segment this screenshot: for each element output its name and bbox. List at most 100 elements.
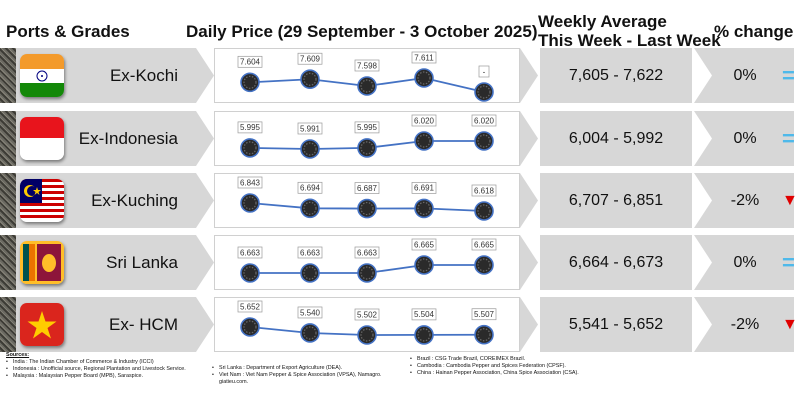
data-label: 6.687 <box>357 184 378 193</box>
data-label-box <box>354 308 380 321</box>
sources-column-2: Sri Lanka : Department of Export Agricul… <box>212 365 402 386</box>
equal-icon: = <box>782 126 795 151</box>
down-triangle-icon: ▼ <box>782 192 798 209</box>
percent-change: -2% <box>730 316 760 333</box>
data-point-texture <box>477 85 491 99</box>
data-label-box <box>297 306 323 319</box>
data-point-texture <box>360 266 374 280</box>
data-point-texture <box>417 328 431 342</box>
price-row: Ex- HCM 5,541 - 5,652 -2% ▼ 5.652 5.540 5.… <box>0 297 800 352</box>
data-label-box <box>297 122 323 135</box>
price-row: Ex-Indonesia 6,004 - 5,992 0% = 5.995 5.9… <box>0 111 800 166</box>
data-label-box <box>237 176 263 189</box>
port-name: Sri Lanka <box>106 253 178 272</box>
source-item: Cambodia : Cambodia Pepper and Spices Fe… <box>410 363 610 370</box>
header-daily-price: Daily Price (29 September - 3 October 20… <box>186 22 538 41</box>
data-point-texture <box>243 141 257 155</box>
data-point <box>414 198 434 219</box>
chevron-shape <box>520 173 538 228</box>
data-point-texture <box>360 79 374 93</box>
data-label: 6.694 <box>300 184 321 193</box>
data-label-box <box>471 308 497 321</box>
chevron-shape <box>520 48 538 103</box>
india-flag-icon <box>20 54 64 97</box>
data-point-texture <box>360 201 374 216</box>
data-label-box <box>297 181 323 194</box>
price-row: Ex-Kuching 6,707 - 6,851 -2% ▼ 6.843 6.69… <box>0 173 800 228</box>
chevron-shape <box>196 297 214 352</box>
chevron-shape <box>196 173 214 228</box>
chevron-shape <box>196 235 214 290</box>
chevron-shape <box>196 48 214 103</box>
data-label: 6.665 <box>414 240 435 249</box>
pepper-texture <box>0 173 16 228</box>
pepper-texture <box>0 111 16 166</box>
source-item: Viet Nam : Viet Nam Pepper & Spice Assoc… <box>212 372 402 386</box>
data-point-texture <box>477 204 491 218</box>
daily-price-line-chart: 5.652 5.540 5.502 5.504 5.507 <box>237 300 497 345</box>
price-row: Sri Lanka 6,664 - 6,673 0% = 6.663 6.663 6… <box>0 235 800 290</box>
data-point <box>240 193 260 213</box>
data-point <box>357 138 377 158</box>
port-name: Ex-Kochi <box>109 66 178 85</box>
data-point <box>414 325 434 345</box>
daily-price-line-chart: 7.604 7.609 7.598 7.611 - <box>237 51 494 102</box>
data-label-box <box>237 121 263 134</box>
source-item: China : Hainan Pepper Association, China… <box>410 370 610 377</box>
header-ports: Ports & Grades <box>6 22 130 41</box>
sources-column-3: Brazil : CSG Trade Brazil, COREIMEX Braz… <box>410 356 610 377</box>
header-percent-change: % change <box>714 22 794 41</box>
data-point-texture <box>243 320 257 334</box>
data-label: 5.504 <box>414 310 435 319</box>
sources-column-1: India : The Indian Chamber of Commerce &… <box>6 359 211 380</box>
source-item: India : The Indian Chamber of Commerce &… <box>6 359 211 366</box>
data-label: 6.020 <box>474 116 495 125</box>
port-name: Ex- HCM <box>109 315 178 334</box>
data-point <box>240 263 260 283</box>
equal-icon: = <box>782 250 795 275</box>
data-point-texture <box>417 71 431 85</box>
data-point-texture <box>360 328 374 342</box>
data-label-box <box>478 65 490 78</box>
data-point <box>300 263 320 283</box>
data-label-box <box>237 55 263 68</box>
data-point <box>357 76 377 96</box>
data-point-texture <box>477 328 491 342</box>
percent-change: 0% <box>733 130 757 147</box>
data-point-texture <box>303 266 317 280</box>
data-label-box <box>411 308 437 321</box>
data-label: - <box>483 67 486 76</box>
weekly-average: 6,004 - 5,992 <box>540 111 692 166</box>
malaysia-flag-icon <box>20 179 64 222</box>
sri-lanka-flag-icon <box>20 241 64 284</box>
port-name: Ex-Kuching <box>91 191 178 210</box>
percent-change: -2% <box>730 192 760 209</box>
data-point <box>474 255 494 275</box>
data-point-texture <box>303 326 317 340</box>
header-weekly-line1: Weekly Average <box>538 12 667 31</box>
source-item: Sri Lanka : Department of Export Agricul… <box>212 365 402 372</box>
vietnam-flag-icon <box>20 303 64 346</box>
data-point <box>474 131 494 151</box>
percent-change: 0% <box>733 67 757 84</box>
data-label: 5.540 <box>300 308 321 317</box>
source-item: Malaysia : Malaysian Pepper Board (MPB),… <box>6 373 211 380</box>
data-point <box>240 72 260 93</box>
data-point <box>357 198 377 219</box>
data-label: 7.609 <box>300 55 321 64</box>
daily-price-line-chart: 6.843 6.694 6.687 6.691 6.618 <box>237 176 497 221</box>
chevron-shape <box>520 111 538 166</box>
weekly-average: 7,605 - 7,622 <box>540 48 692 103</box>
data-point-texture <box>303 72 317 86</box>
data-label: 5.991 <box>300 124 321 133</box>
data-point <box>474 324 494 345</box>
data-label: 5.995 <box>357 123 378 132</box>
data-point <box>300 198 320 219</box>
data-label: 6.020 <box>414 116 435 125</box>
data-label-box <box>297 246 323 259</box>
data-label-box <box>354 59 380 72</box>
data-label-box <box>354 121 380 134</box>
data-label-box <box>471 114 497 127</box>
data-label-box <box>354 182 380 194</box>
data-label-box <box>411 51 437 64</box>
